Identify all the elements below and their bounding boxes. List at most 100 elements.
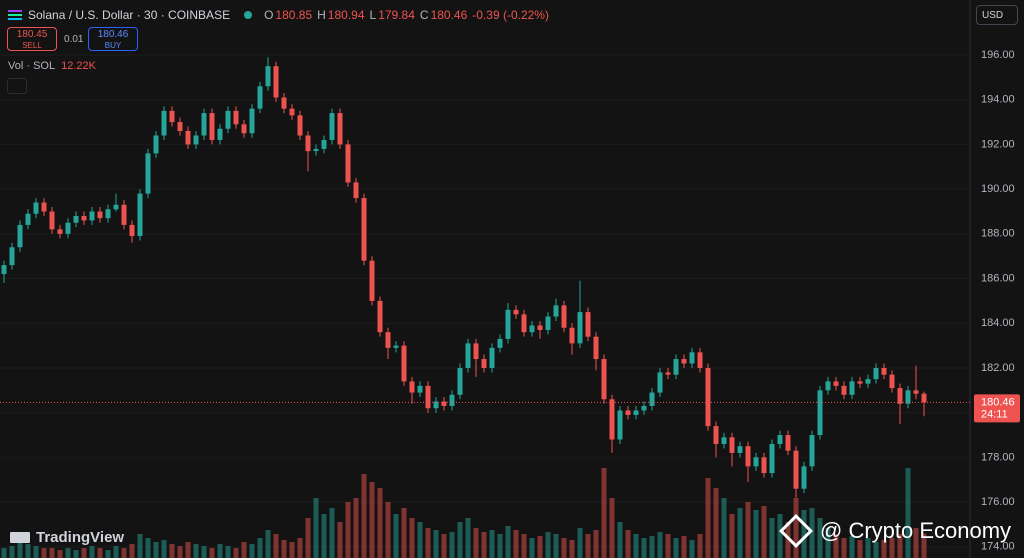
volume-bar <box>849 536 855 558</box>
volume-bar <box>793 498 799 558</box>
candle-body <box>425 385 431 409</box>
market-status <box>244 11 253 19</box>
volume-bar <box>457 522 463 558</box>
candle-body <box>401 345 407 382</box>
candle-body <box>289 108 295 116</box>
volume-bar <box>209 548 215 558</box>
y-tick-label: 184.00 <box>981 317 1015 329</box>
volume-bar <box>177 546 183 558</box>
candle-body <box>385 332 391 348</box>
candle-body <box>633 410 639 415</box>
candle-body <box>25 213 31 225</box>
candle-body <box>393 345 399 348</box>
symbol-icon <box>8 10 22 20</box>
volume-bar <box>905 468 911 558</box>
candle-body <box>337 113 343 145</box>
last-price-label: 180.46 <box>981 396 1015 408</box>
volume-bar <box>529 538 535 558</box>
volume-bar <box>441 534 447 558</box>
sell-button[interactable]: 180.45 SELL <box>7 27 57 51</box>
volume-bar <box>841 538 847 558</box>
volume-bar <box>145 538 151 558</box>
candle-body <box>537 325 543 330</box>
candle-body <box>657 372 663 393</box>
volume-bar <box>369 482 375 558</box>
candle-body <box>273 66 279 98</box>
currency-select[interactable]: USD <box>976 5 1018 25</box>
volume-bar <box>609 498 615 558</box>
volume-bar <box>313 498 319 558</box>
candle-body <box>601 359 607 400</box>
low-key: L <box>369 8 377 22</box>
volume-bar <box>273 534 279 558</box>
volume-bar <box>921 533 927 558</box>
volume-bar <box>489 530 495 558</box>
candle-body <box>801 466 807 489</box>
volume-bar <box>385 502 391 558</box>
candle-body <box>761 457 767 474</box>
volume-bar <box>161 540 167 558</box>
candle-body <box>729 437 735 453</box>
volume-bar <box>761 506 767 558</box>
candle-body <box>769 443 775 474</box>
volume-bar <box>33 546 39 558</box>
candle-body <box>465 343 471 368</box>
volume-bar <box>137 534 143 558</box>
buy-button[interactable]: 180.46 BUY <box>88 27 138 51</box>
candle-body <box>889 374 895 389</box>
candle-body <box>209 113 215 140</box>
volume-bar <box>321 514 327 558</box>
candle-body <box>145 153 151 194</box>
volume-bar <box>433 530 439 558</box>
volume-bar <box>881 540 887 558</box>
countdown-label: 24:11 <box>981 408 1008 420</box>
volume-bar <box>1 548 7 558</box>
volume-bar <box>729 514 735 558</box>
candle-body <box>449 394 455 406</box>
symbol-title[interactable]: Solana / U.S. Dollar · 30 · COINBASE <box>28 8 231 22</box>
candle-body <box>185 131 191 145</box>
y-tick-label: 176.00 <box>981 496 1015 508</box>
candle-body <box>257 86 263 109</box>
volume-bar <box>225 546 231 558</box>
candle-body <box>265 66 271 87</box>
candle-body <box>777 435 783 444</box>
volume-bar <box>401 508 407 558</box>
watermark: @ Crypto Economy <box>779 514 1011 548</box>
low-value: 179.84 <box>378 8 415 22</box>
candle-body <box>553 305 559 317</box>
volume-bar <box>425 528 431 558</box>
volume-bar <box>737 508 743 558</box>
candle-body <box>745 446 751 467</box>
candle-body <box>785 435 791 451</box>
candle-body <box>921 393 927 403</box>
logo: TradingView <box>10 529 124 546</box>
candle-body <box>857 381 863 384</box>
volume-title: Vol · SOL <box>8 60 56 72</box>
volume-bar <box>113 546 119 558</box>
volume-bar <box>17 542 23 558</box>
volume-bar <box>633 534 639 558</box>
logo-text: TradingView <box>36 529 125 546</box>
volume-bar <box>465 518 471 558</box>
buy-price: 180.46 <box>97 29 129 40</box>
volume-bar <box>153 542 159 558</box>
volume-bar <box>297 538 303 558</box>
volume-bar <box>513 530 519 558</box>
volume-bar <box>345 502 351 558</box>
volume-bar <box>897 534 903 558</box>
high-value: 180.94 <box>327 8 365 22</box>
volume-bar <box>745 502 751 558</box>
close-key: C <box>419 8 429 22</box>
candle-body <box>481 359 487 368</box>
candle-body <box>881 367 887 375</box>
volume-bar <box>537 536 543 558</box>
volume-bar <box>449 532 455 558</box>
collapse-button[interactable] <box>7 78 27 94</box>
y-tick-label: 192.00 <box>981 138 1015 150</box>
candle-body <box>57 229 63 234</box>
volume-bar <box>361 474 367 558</box>
volume-bar <box>9 546 15 558</box>
price-scale <box>970 0 1024 558</box>
volume-bar <box>65 548 71 558</box>
